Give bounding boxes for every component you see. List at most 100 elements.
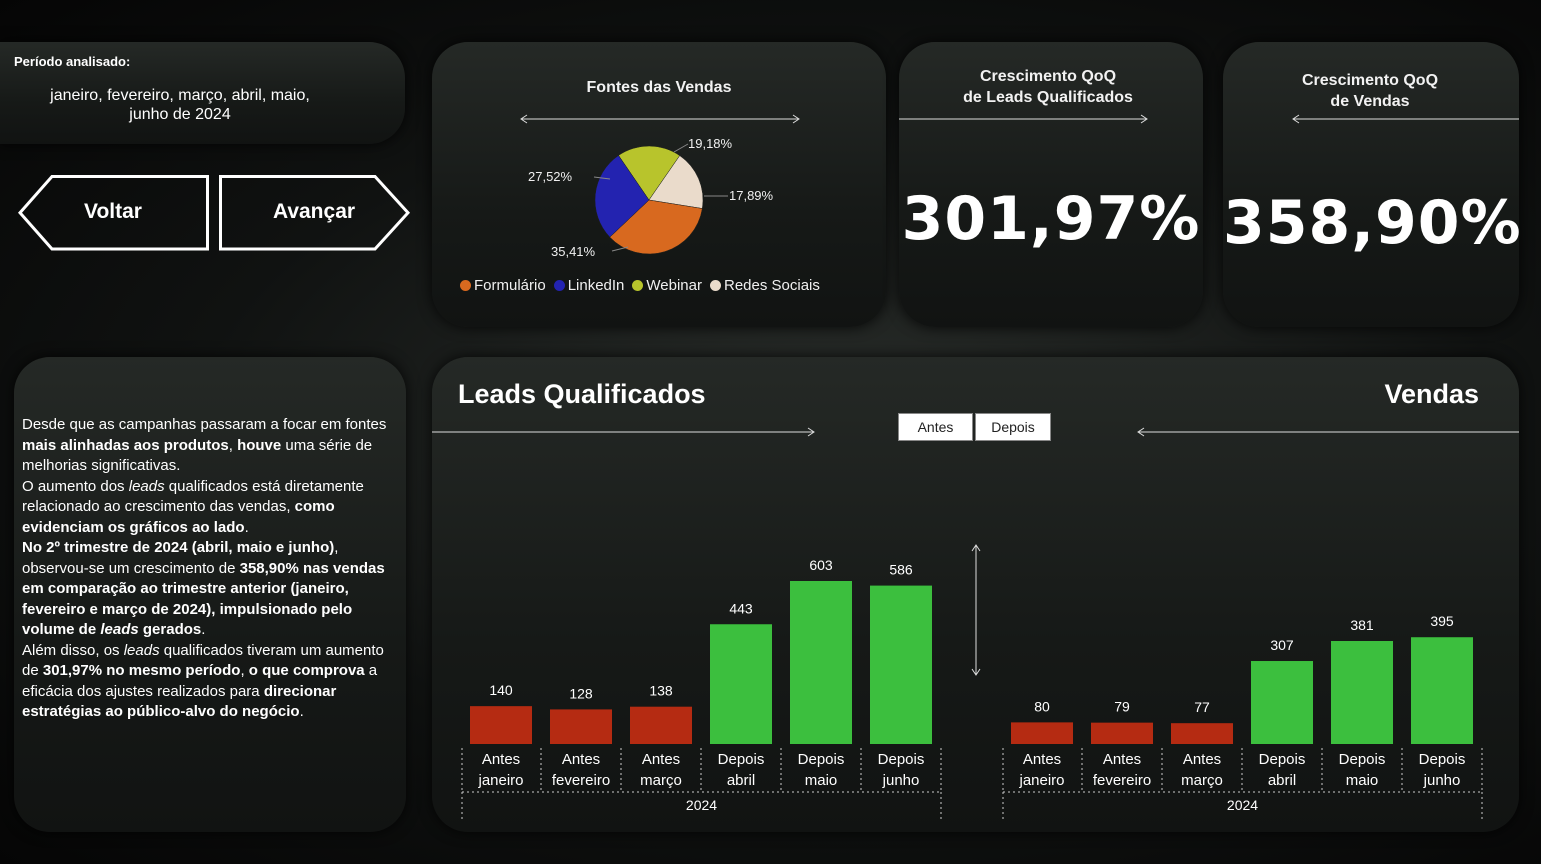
bar-charts: 140 Antes janeiro 128 Antes fevereiro 138 Antes… (432, 427, 1519, 819)
sales-sources-card: Fontes das Vendas 19,18% 17,89% 27,52% 3… (432, 42, 886, 327)
leads-x-tick-label: Antes (642, 751, 680, 768)
pie-label-linkedin: 27,52% (528, 169, 573, 184)
sales-x-tick-sublabel: fevereiro (1093, 772, 1151, 789)
leads-bar-value-label: 443 (729, 600, 753, 616)
sales-x-tick-label: Depois (1259, 751, 1306, 768)
leads-bar[interactable] (710, 624, 772, 744)
period-label: Período analisado: (14, 54, 131, 69)
sales-bar-value-label: 395 (1430, 613, 1454, 629)
pie-slice-linkedin[interactable] (594, 155, 650, 238)
sales-bar-value-label: 381 (1350, 617, 1374, 633)
sales-bar[interactable] (1171, 723, 1233, 744)
tab-before[interactable]: Antes (898, 413, 973, 441)
legend-dot (460, 280, 471, 291)
leads-x-tick-label: Antes (562, 751, 600, 768)
kpi-sales-arrow (1292, 114, 1519, 124)
period-card: Período analisado: janeiro, fevereiro, m… (0, 42, 405, 144)
back-button[interactable]: Voltar (18, 175, 209, 251)
sales-bar[interactable] (1011, 722, 1073, 744)
legend-item-webinar[interactable]: Webinar (632, 277, 702, 294)
sales-year-label: 2024 (1227, 797, 1258, 813)
sales-bar-chart: 80 Antes janeiro 79 Antes fevereiro 77 Antes mar… (1002, 613, 1483, 819)
leads-x-tick-label: Depois (798, 751, 845, 768)
leads-bar-chart: 140 Antes janeiro 128 Antes fevereiro 138 Antes… (461, 557, 942, 819)
leads-x-tick-label: Depois (718, 751, 765, 768)
summary-paragraph-1: Desde que as campanhas passaram a focar … (22, 416, 387, 474)
sales-x-tick-label: Depois (1419, 751, 1466, 768)
pie-legend: Formulário LinkedIn Webinar Redes Sociai… (460, 277, 820, 294)
leads-title-arrow (432, 427, 815, 437)
leads-x-tick-label: Depois (878, 751, 925, 768)
pie-label-webinar: 19,18% (688, 136, 733, 151)
leads-x-tick-sublabel: abril (727, 772, 755, 789)
sales-x-tick-sublabel: março (1181, 772, 1223, 789)
leads-x-tick-sublabel: janeiro (477, 772, 523, 789)
leads-chart-title: Leads Qualificados (458, 379, 706, 409)
bar-charts-card: Leads Qualificados Vendas Antes Depois 1… (432, 357, 1519, 832)
leads-bar[interactable] (790, 581, 852, 744)
vertical-double-arrow (971, 544, 981, 676)
summary-paragraph-2: O aumento dos leads qualificados está di… (22, 477, 364, 536)
sales-bar[interactable] (1331, 641, 1393, 744)
legend-dot (553, 280, 565, 291)
kpi-sales-card: Crescimento QoQ de Vendas 358,90% (1223, 42, 1519, 327)
leads-bar-value-label: 603 (809, 557, 833, 573)
kpi-leads-value: 301,97% (901, 184, 1201, 254)
sales-x-tick-sublabel: abril (1268, 772, 1296, 789)
sales-x-tick-label: Antes (1183, 751, 1221, 768)
sales-chart-title: Vendas (1384, 379, 1479, 409)
leads-x-tick-sublabel: maio (805, 772, 838, 789)
leads-bar[interactable] (550, 709, 612, 744)
kpi-leads-arrow (899, 114, 1148, 124)
leads-bar-value-label: 128 (569, 685, 593, 701)
next-arrow-shape (219, 175, 411, 251)
sales-x-tick-sublabel: maio (1346, 772, 1379, 789)
sales-x-tick-label: Antes (1103, 751, 1141, 768)
back-arrow-shape (18, 175, 209, 251)
sales-bar-value-label: 77 (1194, 699, 1210, 715)
next-button[interactable]: Avançar (219, 175, 411, 251)
tab-after[interactable]: Depois (975, 413, 1051, 441)
leads-x-tick-sublabel: junho (882, 772, 920, 789)
sales-title-arrow (1137, 427, 1519, 437)
legend-label: Webinar (646, 277, 702, 294)
period-value: janeiro, fevereiro, março, abril, maio, … (30, 86, 330, 124)
summary-card: Desde que as campanhas passaram a focar … (14, 357, 406, 832)
legend-item-linkedin[interactable]: LinkedIn (553, 277, 625, 294)
kpi-leads-title-line2: de Leads Qualificados (963, 89, 1133, 106)
pie-slice-redes[interactable] (648, 155, 704, 209)
legend-dot (632, 280, 644, 291)
sales-bar[interactable] (1091, 722, 1153, 744)
sales-bar-value-label: 79 (1114, 699, 1130, 715)
legend-item-formulario[interactable]: Formulário (460, 277, 546, 294)
summary-paragraph-4: Além disso, os leads qualificados tivera… (22, 641, 384, 721)
sales-bar-value-label: 307 (1270, 637, 1294, 653)
back-button-label: Voltar (84, 200, 142, 223)
sales-x-tick-label: Depois (1339, 751, 1386, 768)
pie-leader-line (611, 246, 629, 252)
kpi-sales-value: 358,90% (1223, 188, 1519, 258)
sales-x-tick-sublabel: junho (1423, 772, 1461, 789)
leads-bar-value-label: 586 (889, 562, 913, 578)
leads-bar[interactable] (870, 585, 932, 744)
legend-label: Redes Sociais (724, 277, 820, 294)
period-value-line1: janeiro, fevereiro, março, abril, maio, (50, 87, 310, 104)
sales-bar[interactable] (1411, 637, 1473, 744)
leads-bar[interactable] (630, 706, 692, 744)
sales-sources-title: Fontes das Vendas (586, 79, 732, 96)
legend-label: LinkedIn (567, 277, 625, 294)
kpi-sales-title-line2: de Vendas (1330, 93, 1410, 110)
leads-bar-value-label: 140 (489, 682, 513, 698)
legend-item-redes[interactable]: Redes Sociais (710, 277, 820, 294)
sales-bar[interactable] (1251, 661, 1313, 744)
pie-label-formulario: 35,41% (551, 244, 596, 259)
pie-slice-formulario[interactable] (609, 199, 703, 255)
pie-slice-webinar[interactable] (618, 145, 681, 201)
pie-label-redes: 17,89% (729, 188, 774, 203)
kpi-sales-title-line1: Crescimento QoQ (1301, 72, 1439, 89)
leads-x-tick-label: Antes (482, 751, 520, 768)
summary-paragraph-3: No 2º trimestre de 2024 (abril, maio e j… (22, 539, 385, 638)
sales-bar-value-label: 80 (1034, 698, 1050, 714)
period-value-line2: junho de 2024 (129, 106, 231, 123)
leads-bar[interactable] (470, 706, 532, 744)
